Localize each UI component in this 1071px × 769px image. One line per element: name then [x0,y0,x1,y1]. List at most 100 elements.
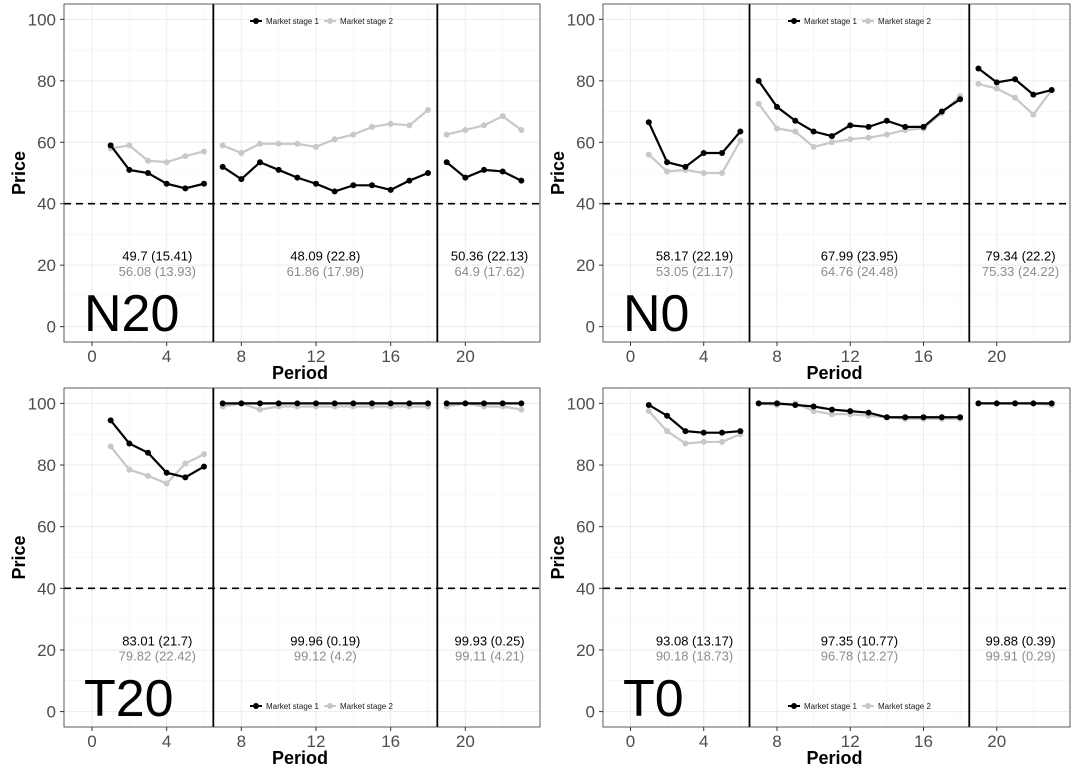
data-point-stage-2 [682,440,689,447]
x-tick-label: 0 [87,732,96,751]
data-point-stage-2 [664,428,671,435]
data-point-stage-1 [313,180,319,187]
y-tick-label: 80 [37,72,56,91]
stage1-summary-label: 67.99 (23.95) [821,249,898,264]
panel-label: N20 [84,285,179,343]
data-point-stage-1 [773,103,780,110]
x-tick-label: 20 [987,347,1006,366]
data-point-stage-2 [481,122,487,129]
data-point-stage-2 [163,480,170,487]
y-tick-label: 80 [37,456,56,475]
data-point-stage-2 [700,170,707,176]
data-point-stage-1 [828,133,835,140]
data-point-stage-1 [462,400,469,407]
legend-label: Market stage 1 [804,17,857,26]
y-tick-label: 40 [576,195,595,214]
data-point-stage-1 [481,400,487,407]
x-tick-label: 8 [772,347,781,366]
data-point-stage-1 [700,150,707,157]
data-point-stage-2 [406,122,413,129]
x-tick-label: 12 [841,732,860,751]
x-tick-label: 4 [699,347,708,366]
data-point-stage-1 [645,401,652,408]
data-point-stage-1 [865,409,872,416]
stage2-summary-label: 75.33 (24.22) [982,264,1059,279]
legend: Market stage 1 Market stage 2 [250,702,393,711]
data-point-stage-2 [883,131,890,138]
legend-key-point [327,703,333,709]
y-tick-label: 0 [47,318,56,337]
data-point-stage-2 [182,460,189,467]
stage1-summary-label: 93.08 (13.17) [656,633,733,648]
x-tick-label: 8 [237,732,246,751]
data-point-stage-2 [518,406,525,413]
data-point-stage-2 [313,143,319,150]
x-tick-label: 4 [162,347,171,366]
legend: Market stage 1 Market stage 2 [788,702,931,711]
stage2-summary-label: 90.18 (18.73) [656,649,733,664]
y-tick-label: 60 [576,518,595,537]
data-point-stage-1 [1012,76,1019,83]
stage2-summary-label: 99.12 (4.2) [294,649,357,664]
stage2-summary-label: 99.11 (4.21) [455,649,524,664]
legend-label: Market stage 2 [340,702,393,711]
y-tick-label: 40 [37,195,56,214]
data-point-stage-2 [145,157,151,164]
y-tick-label: 0 [586,703,595,722]
legend-key-point [327,18,333,24]
data-point-stage-2 [810,408,817,415]
legend-key-point [253,18,259,24]
data-point-stage-1 [425,400,431,407]
data-point-stage-1 [182,185,189,192]
stage1-summary-label: 58.17 (22.19) [656,249,733,264]
data-point-stage-2 [499,113,506,120]
data-point-stage-1 [107,417,114,424]
data-point-stage-1 [847,122,854,129]
data-point-stage-1 [219,163,226,170]
panel-label: N0 [623,285,689,343]
data-point-stage-1 [238,400,245,407]
data-point-stage-1 [993,79,1000,86]
data-point-stage-2 [810,143,817,150]
data-point-stage-2 [126,142,133,149]
data-point-stage-1 [331,188,338,195]
panel-border [602,387,1071,728]
x-tick-label: 16 [381,732,400,751]
data-point-stage-2 [847,136,854,143]
data-point-stage-2 [257,406,263,413]
stage1-summary-label: 50.36 (22.13) [451,249,528,264]
stage2-summary-label: 64.76 (24.48) [821,264,898,279]
data-point-stage-1 [664,159,671,166]
x-tick-label: 8 [772,732,781,751]
data-point-stage-2 [755,100,762,107]
data-point-stage-1 [682,163,689,170]
data-point-stage-1 [920,123,927,130]
data-point-stage-2 [645,151,652,158]
data-point-stage-1 [938,414,945,421]
data-point-stage-2 [369,123,375,130]
data-point-stage-1 [387,400,394,407]
x-tick-label: 8 [237,347,246,366]
data-point-stage-2 [1012,94,1019,101]
y-tick-label: 80 [576,72,595,91]
data-point-stage-1 [257,400,263,407]
series-line-stage-2 [109,445,205,485]
data-point-stage-1 [847,408,854,415]
legend-label: Market stage 1 [266,17,319,26]
y-tick-label: 100 [28,394,56,413]
series-line-stage-1 [109,419,205,479]
x-tick-label: 0 [626,347,635,366]
data-point-stage-1 [499,400,506,407]
panel-t20: 83.01 (21.7)79.82 (22.42)99.96 (0.19)99.… [9,387,541,768]
data-point-stage-1 [275,400,282,407]
data-point-stage-2 [828,411,835,418]
data-point-stage-1 [182,474,189,481]
series-line-stage-2 [222,402,428,411]
data-point-stage-1 [481,166,487,173]
data-point-stage-1 [957,96,964,103]
data-point-stage-1 [1030,400,1037,407]
data-point-stage-1 [792,117,799,124]
data-point-stage-1 [1012,400,1019,407]
series-line-stage-1 [648,404,741,434]
y-axis-title: Price [548,151,568,195]
